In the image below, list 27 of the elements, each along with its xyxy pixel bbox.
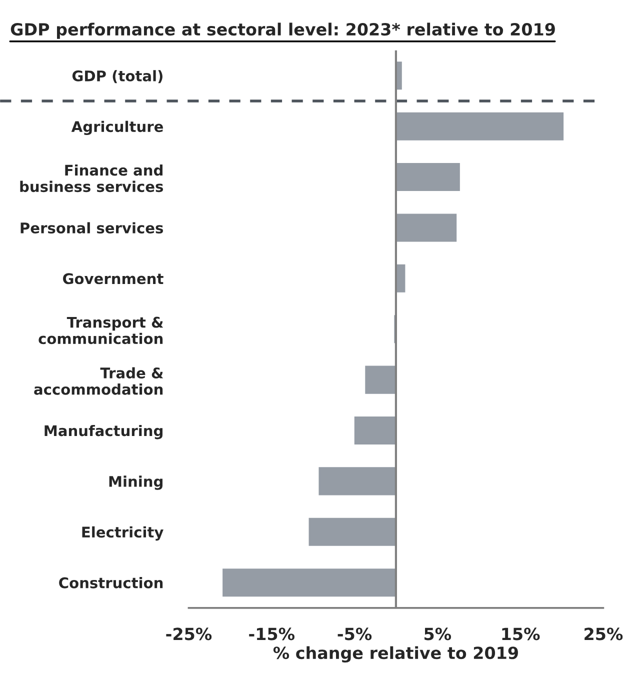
- bar: [395, 110, 565, 142]
- x-tick-label: 15%: [502, 628, 540, 640]
- y-tick-label: Mining: [109, 476, 162, 490]
- bar: [395, 212, 458, 244]
- bar: [352, 415, 397, 446]
- bar: [221, 567, 397, 598]
- y-tick-label: Manufacturing: [44, 424, 162, 440]
- y-tick-label: Transport & communication: [38, 316, 164, 344]
- x-tick-label: -15%: [249, 628, 294, 640]
- x-tick-label: 25%: [584, 628, 623, 640]
- x-tick-label: 5%: [424, 628, 452, 640]
- bar: [395, 162, 462, 192]
- x-axis-title: % change relative to 2019: [273, 646, 518, 663]
- y-tick-label: Personal services: [20, 222, 164, 234]
- x-tick-label: -25%: [166, 628, 212, 640]
- y-tick-label: Government: [63, 273, 164, 284]
- y-tick-label: GDP (total): [72, 70, 162, 84]
- bar: [307, 516, 397, 548]
- bar: [364, 364, 397, 396]
- y-tick-label: Finance and business services: [20, 164, 164, 192]
- y-tick-label: Trade & accommodation: [34, 367, 164, 395]
- y-tick-label: Construction: [59, 577, 163, 588]
- y-tick-label: Agriculture: [71, 120, 163, 136]
- bar: [317, 466, 397, 497]
- x-tick-label: -5%: [338, 628, 372, 640]
- chart-title: GDP performance at sectoral level: 2023* relative to 2019: [10, 22, 555, 39]
- y-tick-label: Electricity: [82, 526, 164, 541]
